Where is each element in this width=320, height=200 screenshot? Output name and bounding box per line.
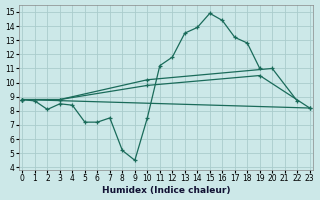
X-axis label: Humidex (Indice chaleur): Humidex (Indice chaleur): [102, 186, 230, 195]
